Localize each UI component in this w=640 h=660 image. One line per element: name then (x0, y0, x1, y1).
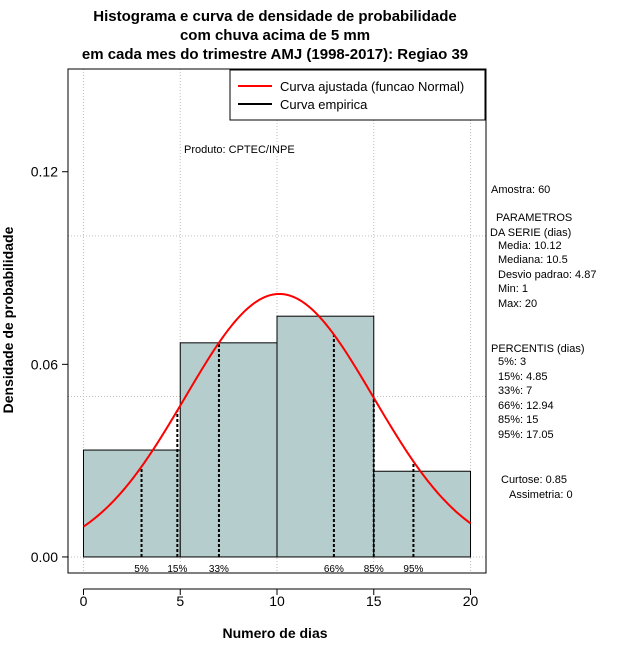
chart-title-line-2: com chuva acima de 5 mm (180, 27, 370, 44)
histogram-bar (82, 449, 181, 558)
percentile-label: 5% (134, 564, 149, 575)
axes: 0 5 10 15 20 0.00 0.06 0.12 (31, 164, 479, 609)
legend: Curva ajustada (funcao Normal) Curva emp… (229, 69, 486, 121)
assimetria-label: Assimetria: 0 (509, 489, 573, 501)
parametros-title-1: PARAMETROS (493, 212, 572, 224)
legend-label-empirica: Curva empirica (280, 97, 368, 112)
parametros-title-2: DA SERIE (dias) (490, 227, 571, 239)
x-axis-title: Numero de dias (222, 625, 327, 641)
legend-label-normal: Curva ajustada (funcao Normal) (280, 79, 464, 94)
chart-title-line-3: em cada mes do trimestre AMJ (1998-2017)… (82, 46, 468, 63)
percentile-label: 66% (324, 564, 344, 575)
percentil-85: 85%: 15 (498, 414, 538, 426)
percentile-lines: 5% 15% 33% 66% 85% 95% (134, 334, 424, 575)
param-media: Media: 10.12 (498, 240, 562, 252)
x-tick-label: 20 (463, 593, 479, 609)
normal-curve (82, 292, 472, 528)
percentil-95: 95%: 17.05 (498, 429, 554, 441)
x-tick-label: 10 (269, 593, 285, 609)
param-desvio: Desvio padrao: 4.87 (498, 269, 596, 281)
normal-curve-layer (82, 292, 472, 528)
histogram-bars (82, 315, 472, 558)
histogram-bar (373, 470, 472, 558)
curtose-label: Curtose: 0.85 (501, 474, 567, 486)
y-tick-label: 0.00 (31, 549, 58, 565)
param-max: Max: 20 (498, 298, 537, 310)
percentile-label: 85% (364, 564, 384, 575)
param-mediana: Mediana: 10.5 (498, 254, 568, 266)
percentil-15: 15%: 4.85 (498, 371, 548, 383)
legend-box (229, 69, 486, 121)
percentile-label: 15% (167, 564, 187, 575)
y-axis-title: Densidade de probabilidade (0, 226, 16, 413)
percentile-label: 33% (209, 564, 229, 575)
produto-label: Produto: CPTEC/INPE (184, 144, 295, 156)
amostra-label: Amostra: 60 (491, 184, 550, 196)
x-tick-label: 5 (176, 593, 184, 609)
x-tick-label: 0 (80, 593, 88, 609)
percentis-title: PERCENTIS (dias) (491, 343, 585, 355)
percentil-66: 66%: 12.94 (498, 400, 554, 412)
histogram-bar (179, 342, 278, 558)
param-min: Min: 1 (498, 283, 528, 295)
percentile-label: 95% (403, 564, 423, 575)
histogram-bar (276, 315, 375, 558)
y-tick-label: 0.06 (31, 356, 58, 372)
percentil-5: 5%: 3 (498, 356, 526, 368)
percentil-33: 33%: 7 (498, 385, 532, 397)
x-tick-label: 15 (366, 593, 382, 609)
chart-title-line-1: Histograma e curva de densidade de proba… (93, 8, 456, 25)
y-tick-label: 0.12 (31, 164, 58, 180)
stats-panel: Amostra: 60 PARAMETROS DA SERIE (dias) M… (490, 184, 596, 501)
